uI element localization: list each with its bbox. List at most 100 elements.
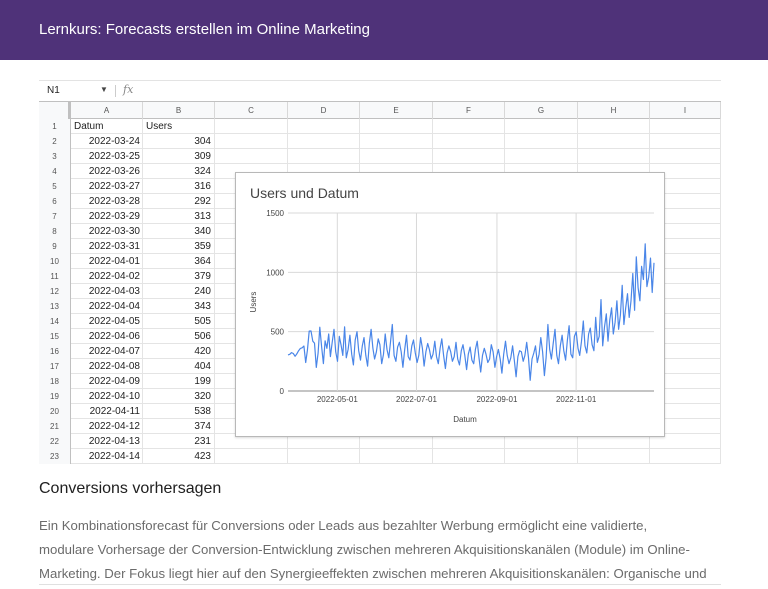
- row-number[interactable]: 19: [39, 389, 71, 404]
- row-number[interactable]: 15: [39, 329, 71, 344]
- cell-users[interactable]: 324: [143, 164, 215, 179]
- cell[interactable]: [578, 134, 650, 149]
- cell[interactable]: [215, 119, 288, 134]
- cell-datum[interactable]: 2022-04-08: [71, 359, 143, 374]
- cell-users[interactable]: 320: [143, 389, 215, 404]
- cell[interactable]: [360, 434, 433, 449]
- cell[interactable]: [433, 149, 505, 164]
- cell-datum[interactable]: 2022-03-25: [71, 149, 143, 164]
- cell-datum[interactable]: 2022-03-31: [71, 239, 143, 254]
- cell[interactable]: [650, 179, 721, 194]
- row-number[interactable]: 16: [39, 344, 71, 359]
- cell[interactable]: [650, 449, 721, 464]
- cell-datum[interactable]: 2022-03-27: [71, 179, 143, 194]
- cell-users[interactable]: 379: [143, 269, 215, 284]
- cell-users[interactable]: 364: [143, 254, 215, 269]
- cell[interactable]: [215, 149, 288, 164]
- cell[interactable]: [650, 134, 721, 149]
- cell[interactable]: [578, 164, 650, 179]
- cell-users[interactable]: 292: [143, 194, 215, 209]
- chart-users-und-datum[interactable]: Users und Datum 0 500 1000 1500 2022-05-01 202…: [235, 172, 665, 437]
- cell[interactable]: [578, 149, 650, 164]
- cell-datum[interactable]: 2022-04-14: [71, 449, 143, 464]
- cell[interactable]: [360, 119, 433, 134]
- cell-datum[interactable]: 2022-04-01: [71, 254, 143, 269]
- column-header-a[interactable]: A: [71, 102, 143, 119]
- select-all-corner[interactable]: [39, 102, 71, 119]
- cell[interactable]: [505, 119, 578, 134]
- cell[interactable]: [650, 359, 721, 374]
- row-number[interactable]: 4: [39, 164, 71, 179]
- cell[interactable]: [505, 434, 578, 449]
- column-header-c[interactable]: C: [215, 102, 288, 119]
- cell-datum[interactable]: 2022-04-07: [71, 344, 143, 359]
- cell-users[interactable]: 304: [143, 134, 215, 149]
- row-number[interactable]: 10: [39, 254, 71, 269]
- cell[interactable]: [650, 389, 721, 404]
- row-number[interactable]: 6: [39, 194, 71, 209]
- cell-datum[interactable]: 2022-03-24: [71, 134, 143, 149]
- cell-users[interactable]: 505: [143, 314, 215, 329]
- cell[interactable]: Datum: [71, 119, 143, 134]
- cell[interactable]: [650, 239, 721, 254]
- cell[interactable]: [433, 134, 505, 149]
- cell[interactable]: [360, 164, 433, 179]
- cell[interactable]: [215, 164, 288, 179]
- cell-users[interactable]: 316: [143, 179, 215, 194]
- cell-users[interactable]: 343: [143, 299, 215, 314]
- caret-down-icon[interactable]: ▼: [100, 85, 108, 94]
- row-number[interactable]: 1: [39, 119, 71, 134]
- cell[interactable]: [650, 149, 721, 164]
- cell-users[interactable]: 420: [143, 344, 215, 359]
- row-number[interactable]: 18: [39, 374, 71, 389]
- cell[interactable]: [505, 149, 578, 164]
- cell-datum[interactable]: 2022-04-10: [71, 389, 143, 404]
- row-number[interactable]: 3: [39, 149, 71, 164]
- cell[interactable]: [433, 164, 505, 179]
- cell-users[interactable]: 309: [143, 149, 215, 164]
- cell[interactable]: [578, 434, 650, 449]
- column-header-h[interactable]: H: [578, 102, 650, 119]
- cell[interactable]: [288, 134, 360, 149]
- cell[interactable]: [505, 134, 578, 149]
- column-header-e[interactable]: E: [360, 102, 433, 119]
- cell[interactable]: [650, 269, 721, 284]
- cell[interactable]: [650, 224, 721, 239]
- cell-users[interactable]: 199: [143, 374, 215, 389]
- name-box[interactable]: N1: [47, 85, 60, 96]
- cell-users[interactable]: 538: [143, 404, 215, 419]
- row-number[interactable]: 23: [39, 449, 71, 464]
- cell[interactable]: [360, 149, 433, 164]
- cell-users[interactable]: 506: [143, 329, 215, 344]
- cell[interactable]: [360, 134, 433, 149]
- column-header-g[interactable]: G: [505, 102, 578, 119]
- row-number[interactable]: 2: [39, 134, 71, 149]
- cell[interactable]: [215, 434, 288, 449]
- cell-datum[interactable]: 2022-04-11: [71, 404, 143, 419]
- cell[interactable]: [360, 449, 433, 464]
- cell-users[interactable]: 423: [143, 449, 215, 464]
- row-number[interactable]: 14: [39, 314, 71, 329]
- row-number[interactable]: 9: [39, 239, 71, 254]
- cell[interactable]: [650, 164, 721, 179]
- cell[interactable]: [215, 134, 288, 149]
- cell-datum[interactable]: 2022-03-28: [71, 194, 143, 209]
- cell[interactable]: [288, 449, 360, 464]
- cell-datum[interactable]: 2022-04-03: [71, 284, 143, 299]
- row-number[interactable]: 13: [39, 299, 71, 314]
- cell[interactable]: [215, 449, 288, 464]
- cell[interactable]: [650, 119, 721, 134]
- cell[interactable]: [650, 254, 721, 269]
- cell-users[interactable]: 240: [143, 284, 215, 299]
- cell[interactable]: [650, 329, 721, 344]
- row-number[interactable]: 17: [39, 359, 71, 374]
- cell[interactable]: [650, 344, 721, 359]
- row-number[interactable]: 22: [39, 434, 71, 449]
- cell-users[interactable]: 231: [143, 434, 215, 449]
- cell[interactable]: [578, 119, 650, 134]
- cell[interactable]: [650, 209, 721, 224]
- cell-datum[interactable]: 2022-04-04: [71, 299, 143, 314]
- row-number[interactable]: 8: [39, 224, 71, 239]
- row-number[interactable]: 12: [39, 284, 71, 299]
- row-number[interactable]: 20: [39, 404, 71, 419]
